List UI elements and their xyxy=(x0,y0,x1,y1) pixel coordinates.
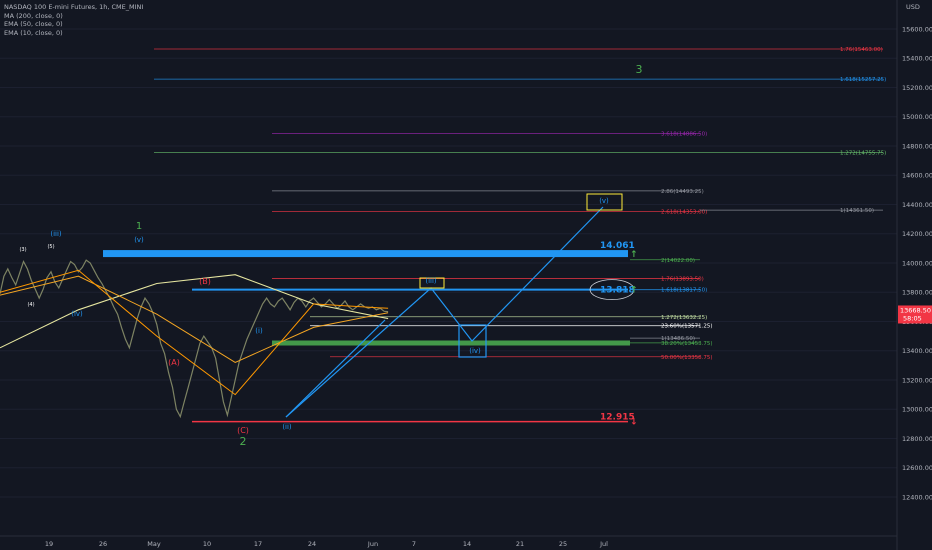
fib-label: 1.618(15257.25) xyxy=(840,77,886,83)
y-tick-label: 12400.00 xyxy=(902,493,932,501)
fib-label: 1(13486.50) xyxy=(661,336,695,342)
y-tick-label: 15200.00 xyxy=(902,84,932,92)
y-tick-label: 15600.00 xyxy=(902,25,932,33)
x-tick-label: 26 xyxy=(99,540,107,548)
projection-channel xyxy=(285,319,386,418)
wave-label: 3 xyxy=(636,63,643,76)
wave-projection xyxy=(285,193,623,418)
resistance-zone-14061 xyxy=(103,250,628,258)
up-arrow-icon: ↑ xyxy=(630,250,638,260)
target-box-v xyxy=(586,193,623,211)
x-tick-label: 10 xyxy=(203,540,211,548)
indicator-ema10[interactable]: EMA (10, close, 0) xyxy=(4,28,63,37)
fib-label: 1.272(14755.75) xyxy=(840,150,886,156)
wave-label: (A) xyxy=(168,358,180,367)
x-tick-label: 25 xyxy=(559,540,567,548)
price-tag-countdown: 58:05 xyxy=(903,314,922,322)
indicator-ema50[interactable]: EMA (50, close, 0) xyxy=(4,20,63,29)
wave-label: (i) xyxy=(255,327,263,335)
x-tick-label: 21 xyxy=(516,540,524,548)
fib-label: 50.00%(13358.75) xyxy=(661,355,713,361)
x-tick-label: May xyxy=(147,540,161,548)
key-level-label: 14.061 xyxy=(600,241,635,251)
price-tag-value: 13668.50 xyxy=(900,306,931,314)
y-tick-label: 14800.00 xyxy=(902,142,932,150)
wave-label: (iv) xyxy=(469,347,481,355)
wave-label: (v) xyxy=(599,197,609,205)
wave-label: (iii) xyxy=(50,230,62,238)
fib-label: 1.272(13632.25) xyxy=(661,315,707,321)
key-level-label: 13.818 xyxy=(600,286,635,296)
wave-label: (4) xyxy=(27,302,34,308)
symbol-title[interactable]: NASDAQ 100 E-mini Futures, 1h, CME_MINI xyxy=(4,3,144,11)
y-tick-label: 14000.00 xyxy=(902,259,932,267)
x-tick-label: Jul xyxy=(599,540,608,548)
wave-labels: (3) (5) (4) (iii) (iv) 1 (v) (B) (A) (C)2 (i) (ii) (… xyxy=(19,63,642,448)
up-arrow-icon: ↑ xyxy=(630,286,638,296)
key-level-label: 12.915 xyxy=(600,413,635,423)
wave-label: (B) xyxy=(199,277,211,286)
series xyxy=(0,259,389,419)
x-tick-label: 14 xyxy=(463,540,471,548)
fib-label: 1.76(13893.50) xyxy=(661,277,704,283)
projection-path xyxy=(285,206,604,418)
fib-label: 1.618(13817.50) xyxy=(661,288,707,294)
y-tick-label: 12600.00 xyxy=(902,464,932,472)
y-tick-label: 12800.00 xyxy=(902,435,932,443)
x-tick-label: 17 xyxy=(254,540,262,548)
target-box-iv xyxy=(458,324,487,358)
target-box-iii xyxy=(419,277,445,289)
fib-levels: 1.76(15463.00) 1.618(15257.25) 3.618(14886… xyxy=(154,47,886,361)
y-tick-label: 15400.00 xyxy=(902,55,932,63)
zones: 14.061↑13.818↑12.915↓ xyxy=(103,241,638,428)
x-tick-label: 7 xyxy=(412,540,416,548)
ma200-line xyxy=(0,274,389,349)
fib-label: 1.76(15463.00) xyxy=(840,47,883,53)
y-tick-label: 14600.00 xyxy=(902,172,932,180)
price-axis: 12400.00 12600.00 12800.00 13000.00 13200.00… xyxy=(896,0,932,550)
wave-label: (3) xyxy=(19,247,26,253)
y-tick-label: 15000.00 xyxy=(902,113,932,121)
indicator-ma200[interactable]: MA (200, close, 0) xyxy=(4,11,63,20)
wave-label: (iii) xyxy=(425,277,437,285)
highlight-ellipse xyxy=(589,279,635,301)
y-tick-label: 13200.00 xyxy=(902,376,932,384)
wave-label: (5) xyxy=(47,244,54,250)
fib-label: 1(14361.50) xyxy=(840,208,874,214)
fib-label: 38.20%(13453.75) xyxy=(661,341,713,347)
fib-label: 2.618(14353.00) xyxy=(661,209,707,215)
x-tick-label: Jun xyxy=(367,540,378,548)
wave-label: (iv) xyxy=(71,310,83,318)
fib-label: 3.618(14886.50) xyxy=(661,131,707,137)
fib-label: 2.86(14493.25) xyxy=(661,189,704,195)
wave-label: 2 xyxy=(240,435,247,448)
x-tick-label: 24 xyxy=(308,540,316,548)
y-tick-label: 14400.00 xyxy=(902,201,932,209)
grid xyxy=(0,28,897,498)
wave-label: 1 xyxy=(136,221,142,232)
fib-label: 23.60%(13571.25) xyxy=(661,324,713,330)
currency-label: USD xyxy=(906,3,920,11)
y-tick-label: 14200.00 xyxy=(902,230,932,238)
fib-label: 2(14022.00) xyxy=(661,258,695,264)
y-tick-label: 13000.00 xyxy=(902,406,932,414)
y-tick-label: 13400.00 xyxy=(902,347,932,355)
y-tick-label: 13800.00 xyxy=(902,289,932,297)
wave-label: (v) xyxy=(134,236,144,244)
ema50-line xyxy=(0,275,389,363)
x-tick-label: 19 xyxy=(45,540,53,548)
ema10-line xyxy=(0,269,389,396)
wave-label: (C) xyxy=(237,426,249,435)
price-tag-bg xyxy=(898,305,932,324)
time-axis: 19 26 May 10 17 24 Jun 7 14 21 25 Jul xyxy=(0,535,897,548)
chart-legend: NASDAQ 100 E-mini Futures, 1h, CME_MINI … xyxy=(4,3,143,37)
down-arrow-icon: ↓ xyxy=(630,418,638,428)
wave-label: (ii) xyxy=(282,423,292,431)
support-zone xyxy=(272,340,630,346)
